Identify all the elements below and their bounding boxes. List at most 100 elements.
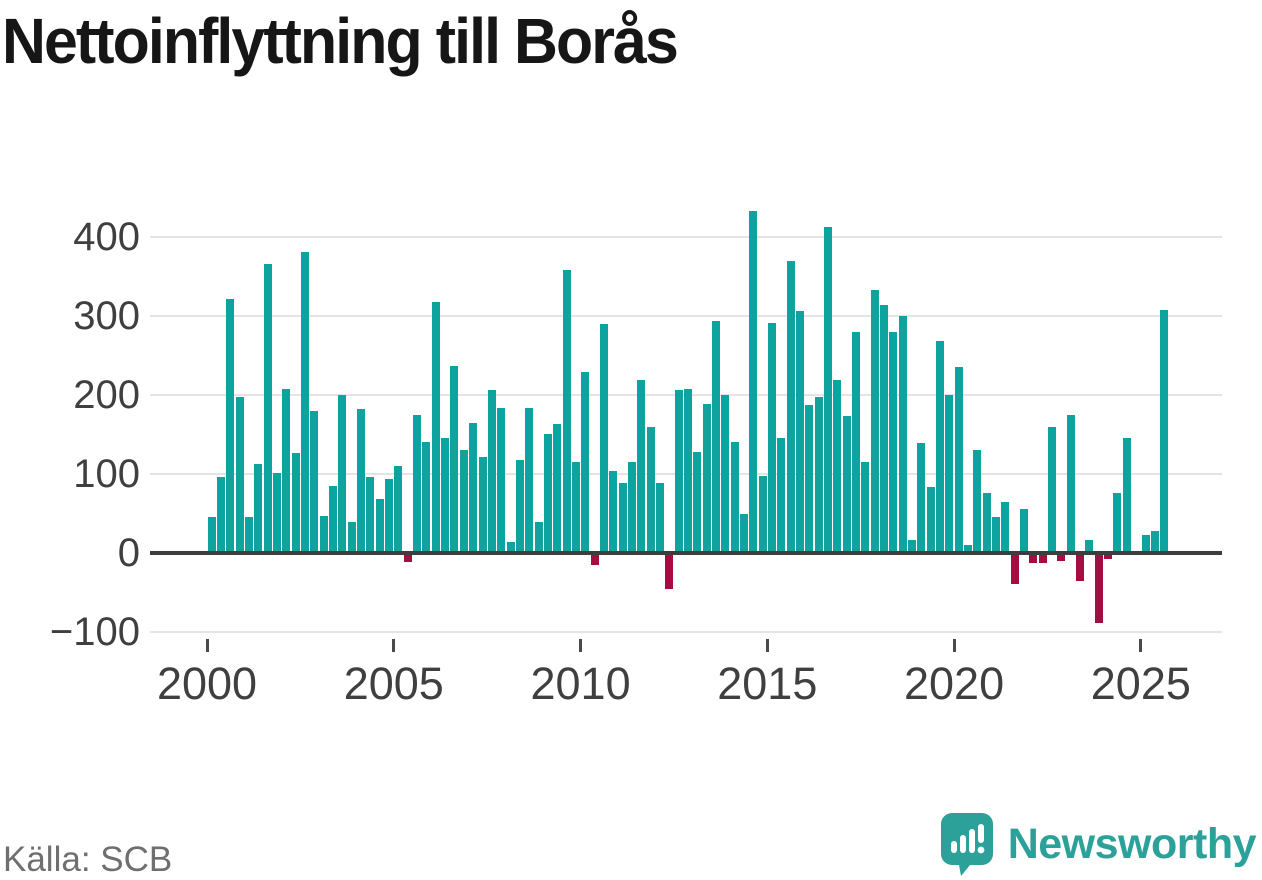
bar bbox=[375, 499, 384, 553]
x-tick-mark bbox=[392, 639, 396, 652]
bar bbox=[310, 410, 319, 553]
y-tick-label: 400 bbox=[73, 215, 140, 259]
bar bbox=[637, 379, 646, 553]
bar bbox=[786, 260, 795, 553]
zero-axis-line bbox=[150, 551, 1222, 555]
bar bbox=[515, 459, 524, 553]
bar bbox=[814, 396, 823, 553]
bar bbox=[487, 390, 496, 553]
bar bbox=[1141, 534, 1150, 553]
gridline bbox=[150, 315, 1222, 317]
bar bbox=[973, 450, 982, 553]
bar bbox=[1160, 310, 1169, 553]
bar bbox=[805, 405, 814, 553]
chart-title: Nettoinflyttning till Borås bbox=[2, 5, 679, 77]
bar bbox=[245, 516, 254, 553]
bar bbox=[618, 482, 627, 553]
bar bbox=[824, 226, 832, 553]
bar bbox=[898, 316, 907, 553]
bar bbox=[450, 365, 459, 553]
bar bbox=[497, 407, 506, 553]
y-tick-label: 200 bbox=[73, 373, 140, 417]
bar bbox=[1150, 530, 1159, 553]
newsworthy-logo-icon bbox=[940, 813, 993, 876]
bar bbox=[870, 289, 879, 553]
newsworthy-logo-text: Newsworthy bbox=[1007, 819, 1257, 868]
bar bbox=[964, 545, 973, 553]
bar bbox=[777, 437, 786, 553]
bar bbox=[683, 388, 692, 553]
bar bbox=[413, 414, 422, 553]
x-tick-label: 2005 bbox=[343, 658, 444, 709]
bar bbox=[861, 462, 870, 553]
bar bbox=[1020, 508, 1029, 553]
bar bbox=[646, 427, 655, 553]
bar bbox=[1066, 414, 1075, 553]
bar bbox=[711, 320, 720, 553]
bar bbox=[441, 437, 450, 553]
bar bbox=[525, 408, 534, 553]
bar bbox=[422, 441, 431, 553]
bar bbox=[758, 475, 767, 553]
bar bbox=[469, 423, 478, 553]
gridline bbox=[150, 631, 1222, 633]
bar bbox=[1113, 492, 1122, 553]
bar bbox=[235, 397, 244, 553]
bar bbox=[833, 379, 842, 553]
x-tick-label: 2025 bbox=[1090, 658, 1191, 709]
bar bbox=[254, 463, 263, 553]
bar bbox=[1057, 553, 1066, 561]
bar bbox=[506, 541, 515, 553]
bar bbox=[1048, 427, 1057, 553]
bar bbox=[571, 462, 580, 553]
x-tick-mark bbox=[1139, 639, 1143, 652]
bar bbox=[954, 366, 963, 553]
bar bbox=[347, 522, 356, 553]
bar bbox=[917, 443, 926, 553]
bar bbox=[992, 517, 1001, 553]
bar bbox=[431, 301, 440, 553]
bar bbox=[291, 452, 300, 553]
x-tick-mark bbox=[579, 639, 583, 652]
bar bbox=[702, 403, 711, 553]
bar bbox=[301, 252, 310, 553]
bar bbox=[908, 539, 917, 553]
y-tick-label: −100 bbox=[49, 610, 140, 654]
bar bbox=[936, 341, 945, 553]
bar bbox=[217, 477, 226, 553]
newsworthy-logo: Newsworthy bbox=[940, 812, 1257, 876]
source-label: Källa: SCB bbox=[3, 840, 173, 879]
bar bbox=[749, 210, 758, 553]
bar bbox=[394, 466, 403, 553]
bar bbox=[665, 553, 674, 590]
x-tick-label: 2015 bbox=[717, 658, 818, 709]
bar bbox=[889, 331, 898, 553]
bar bbox=[543, 433, 552, 553]
bar bbox=[609, 470, 618, 553]
bar bbox=[263, 263, 272, 553]
bar bbox=[1029, 553, 1038, 564]
x-tick-mark bbox=[205, 639, 209, 652]
bar bbox=[945, 395, 954, 553]
bar bbox=[319, 515, 328, 553]
bar bbox=[721, 395, 730, 553]
bar bbox=[926, 487, 935, 553]
bar bbox=[459, 450, 468, 553]
bar bbox=[403, 553, 412, 563]
bar bbox=[1085, 540, 1094, 553]
bar bbox=[329, 485, 338, 553]
bar bbox=[1094, 553, 1103, 623]
bar bbox=[1076, 553, 1085, 582]
y-tick-label: 0 bbox=[117, 531, 140, 575]
bar bbox=[982, 492, 991, 553]
bar bbox=[226, 298, 235, 553]
bar bbox=[1010, 553, 1019, 584]
bar bbox=[207, 517, 216, 553]
bar bbox=[627, 462, 636, 553]
x-tick-label: 2000 bbox=[156, 658, 258, 709]
bar bbox=[581, 372, 590, 553]
x-tick-mark bbox=[765, 639, 769, 652]
bar bbox=[1001, 501, 1010, 553]
bar bbox=[357, 409, 366, 553]
bar bbox=[767, 323, 776, 553]
